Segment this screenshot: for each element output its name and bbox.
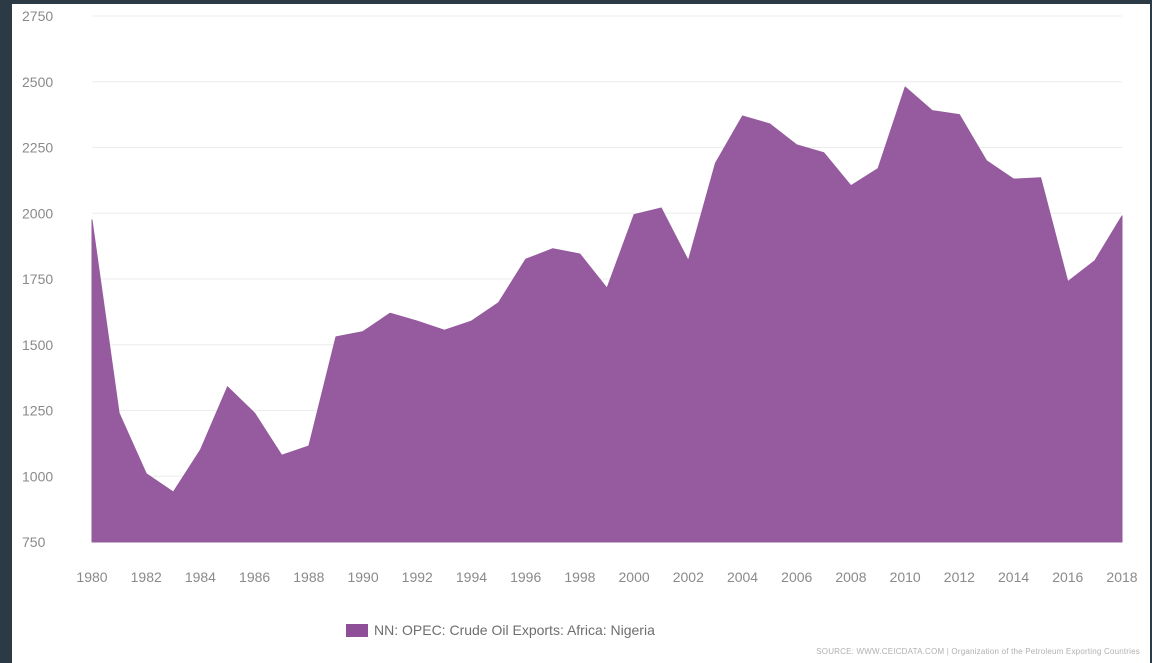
y-tick-label: 750 [22,534,46,550]
x-tick-label: 1988 [293,569,324,585]
x-tick-label: 2014 [998,569,1029,585]
y-tick-label: 2000 [22,205,53,221]
x-tick-label: 1982 [131,569,162,585]
legend-label: NN: OPEC: Crude Oil Exports: Africa: Nig… [374,622,655,638]
x-tick-label: 1992 [402,569,433,585]
y-tick-label: 1000 [22,468,53,484]
y-tick-label: 1250 [22,403,53,419]
x-tick-label: 2016 [1052,569,1083,585]
x-tick-label: 2006 [781,569,812,585]
legend: NN: OPEC: Crude Oil Exports: Africa: Nig… [346,622,655,638]
y-tick-label: 1500 [22,337,53,353]
area-chart: 750 1000 1250 1500 1750 2000 2250 2500 2750 1980… [22,8,1138,585]
x-tick-label: 2008 [835,569,866,585]
x-tick-label: 2002 [673,569,704,585]
x-tick-label: 2018 [1106,569,1137,585]
y-tick-label: 2250 [22,140,53,156]
legend-swatch [346,623,368,637]
x-tick-label: 2010 [890,569,921,585]
y-axis-tick-labels: 750 1000 1250 1500 1750 2000 2250 2500 2750 [22,8,53,550]
x-tick-label: 1984 [185,569,216,585]
x-tick-label: 1996 [510,569,541,585]
x-tick-label: 1998 [564,569,595,585]
x-tick-label: 2012 [944,569,975,585]
x-tick-label: 2000 [619,569,650,585]
x-tick-label: 1980 [76,569,107,585]
x-axis-tick-labels: 1980 1982 1984 1986 1988 1990 1992 1994 1996 1998… [76,569,1137,585]
x-tick-label: 1990 [347,569,378,585]
series-area-layer [91,86,1123,543]
series-area-0 [91,86,1123,543]
y-tick-label: 2500 [22,74,53,90]
x-tick-label: 1994 [456,569,487,585]
x-tick-label: 1986 [239,569,270,585]
y-tick-label: 2750 [22,8,53,24]
source-note: SOURCE: WWW.CEICDATA.COM | Organization … [816,647,1140,656]
chart-frame: 750 1000 1250 1500 1750 2000 2250 2500 2750 1980… [12,4,1150,663]
y-tick-label: 1750 [22,271,53,287]
x-tick-label: 2004 [727,569,758,585]
